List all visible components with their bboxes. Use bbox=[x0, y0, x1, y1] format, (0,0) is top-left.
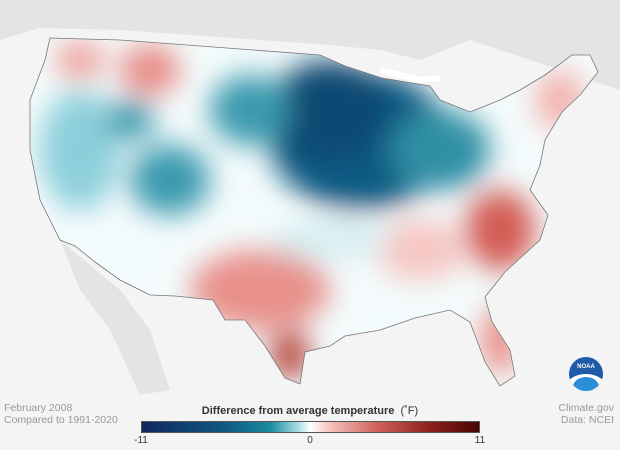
site-credit: Climate.gov bbox=[558, 402, 614, 414]
caption: February 2008 Compared to 1991-2020 bbox=[4, 402, 118, 426]
credits: Climate.gov Data: NCEI bbox=[559, 402, 614, 426]
anomaly-field bbox=[40, 42, 585, 380]
logo-text: NOAA bbox=[577, 364, 595, 370]
color-scale-bar bbox=[141, 421, 480, 433]
legend-min: -11 bbox=[134, 435, 148, 446]
noaa-logo: NOAA bbox=[569, 357, 603, 391]
legend-title-text: Difference from average temperature bbox=[201, 405, 395, 417]
logo-wave-inner bbox=[573, 377, 599, 391]
canada-landmass bbox=[0, 0, 620, 90]
baseline-label: Compared to 1991-2020 bbox=[4, 414, 118, 426]
great-lakes bbox=[379, 67, 441, 84]
data-credit: Data: NCEI bbox=[560, 414, 614, 426]
legend-unit: (˚F) bbox=[400, 405, 419, 417]
mexico-landmass bbox=[60, 240, 170, 395]
temperature-anomaly-map bbox=[0, 0, 620, 395]
legend-title: Difference from average temperature (˚F) bbox=[140, 405, 480, 417]
legend-mid: 0 bbox=[307, 435, 313, 446]
date-label: February 2008 bbox=[4, 402, 73, 414]
legend-max: 11 bbox=[474, 435, 486, 446]
